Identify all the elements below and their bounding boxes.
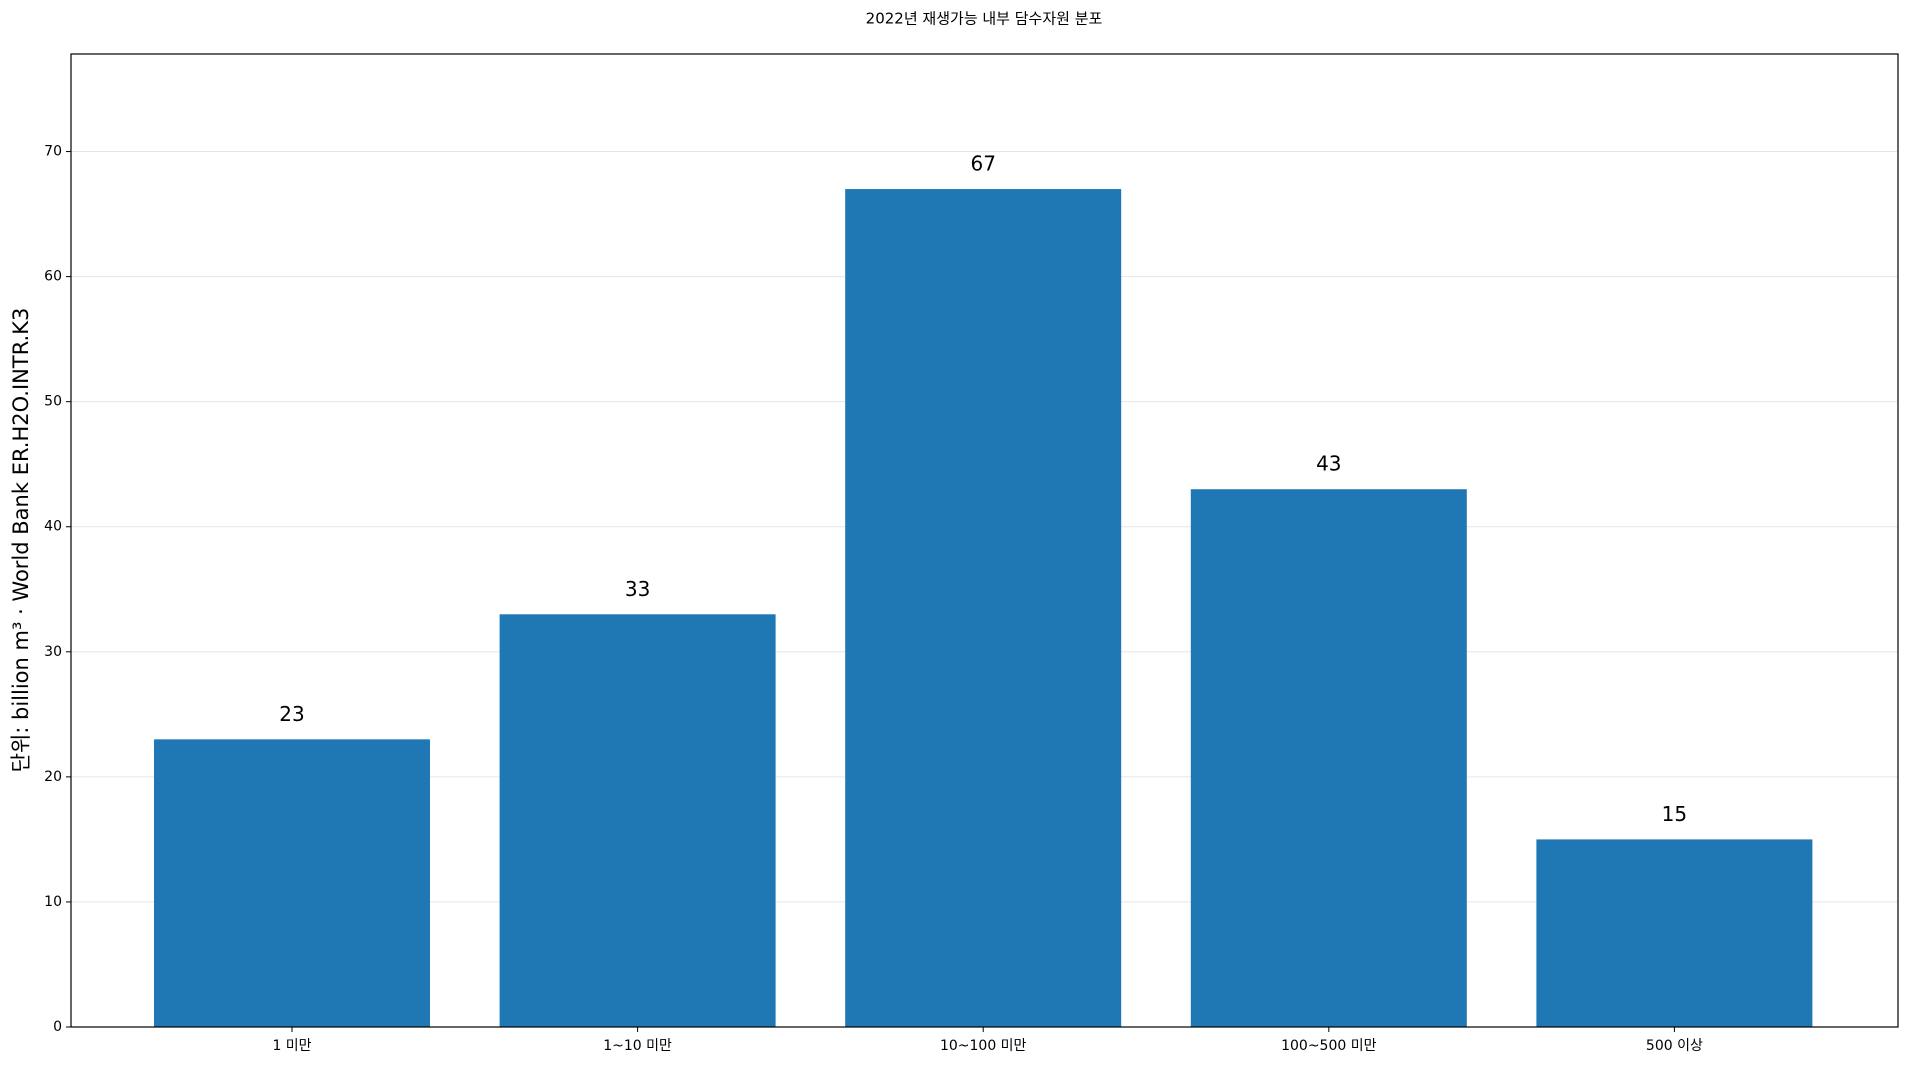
value-label: 67	[970, 152, 995, 176]
x-tick-label: 1 미만	[272, 1038, 311, 1054]
value-label: 15	[1662, 802, 1687, 826]
bar	[499, 614, 776, 1027]
value-label: 33	[625, 577, 650, 601]
bar	[154, 739, 430, 1027]
x-tick-label: 1~10 미만	[603, 1038, 672, 1054]
y-tick-label: 10	[44, 894, 62, 910]
y-tick-label: 50	[44, 394, 62, 410]
y-tick-label: 60	[44, 269, 62, 285]
y-tick-label: 70	[44, 144, 62, 160]
bar	[1190, 489, 1467, 1028]
y-axis-label: 단위: billion m³ · World Bank ER.H2O.INTR.…	[9, 308, 33, 773]
bar	[1536, 839, 1813, 1027]
chart-title: 2022년 재생가능 내부 담수자원 분포	[866, 10, 1103, 28]
y-tick-label: 40	[44, 519, 62, 535]
bar	[845, 189, 1122, 1028]
y-tick-label: 0	[53, 1019, 62, 1035]
x-tick-label: 500 이상	[1646, 1038, 1703, 1054]
value-label: 23	[279, 702, 304, 726]
value-label: 43	[1316, 452, 1341, 476]
plot-frame	[70, 53, 1899, 1028]
y-tick-label: 30	[44, 644, 62, 660]
y-tick-label: 20	[44, 769, 62, 785]
x-tick-label: 100~500 미만	[1281, 1038, 1377, 1054]
x-tick-label: 10~100 미만	[940, 1038, 1027, 1054]
